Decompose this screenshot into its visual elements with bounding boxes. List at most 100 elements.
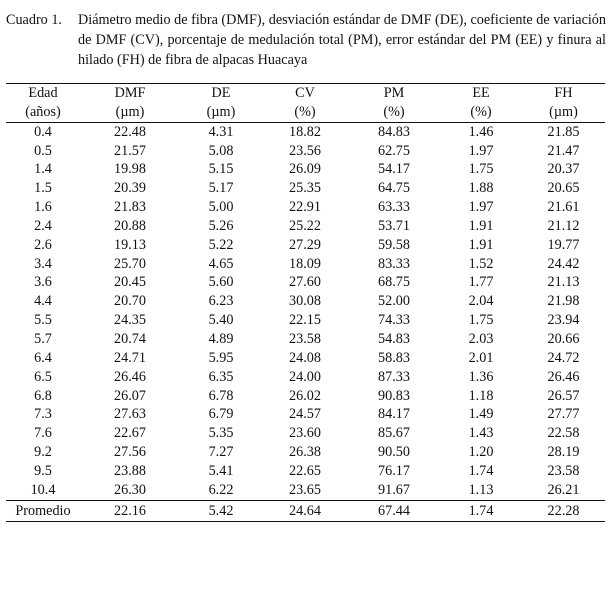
average-cell-ee: 1.74 bbox=[440, 500, 522, 522]
cell-fh: 21.12 bbox=[547, 217, 580, 234]
table-row: 9.5 23.88 5.41 22.65 76.17 1.74 23.58 bbox=[6, 462, 605, 481]
cell-dmf: 20.88 bbox=[114, 217, 146, 234]
cell-cv: 18.82 bbox=[289, 123, 321, 140]
table-caption: Cuadro 1. Diámetro medio de fibra (DMF),… bbox=[6, 10, 606, 70]
table-row: 10.4 26.30 6.22 23.65 91.67 1.13 26.21 bbox=[6, 480, 605, 501]
cell-de: 5.15 bbox=[208, 161, 234, 178]
cell-cv: 23.56 bbox=[289, 142, 321, 159]
cell-fh: 24.42 bbox=[547, 255, 580, 272]
cell-fh: 23.58 bbox=[547, 462, 580, 479]
cell-ee: 1.18 bbox=[468, 387, 494, 404]
cell-dmf: 19.98 bbox=[114, 161, 146, 178]
cell-de: 4.89 bbox=[208, 330, 234, 347]
cell-cv: 30.08 bbox=[289, 293, 321, 310]
column-unit-pm: (%) bbox=[348, 102, 440, 123]
cell-edad: 6.8 bbox=[34, 387, 52, 404]
cell-dmf: 21.83 bbox=[114, 199, 146, 216]
cell-ee: 1.88 bbox=[468, 180, 494, 197]
cell-dmf: 22.48 bbox=[114, 123, 146, 140]
cell-pm: 90.50 bbox=[378, 444, 410, 461]
column-header-dmf: DMF bbox=[80, 82, 180, 103]
cell-de: 6.22 bbox=[180, 480, 262, 501]
cell-ee: 1.52 bbox=[468, 255, 494, 272]
column-header-pm: PM bbox=[348, 82, 440, 103]
cell-de: 7.27 bbox=[208, 444, 234, 461]
cell-cv: 27.29 bbox=[289, 236, 321, 253]
cell-de: 5.60 bbox=[208, 274, 234, 291]
data-table: Edad DMF DE CV PM EE FH (años) (µm) (µm) (%) (%) (%… bbox=[6, 82, 605, 522]
column-header-fh: FH bbox=[522, 82, 605, 103]
cell-de: 5.35 bbox=[208, 425, 234, 442]
cell-cv: 25.35 bbox=[289, 180, 321, 197]
average-cell-pm: 67.44 bbox=[348, 500, 440, 522]
cell-edad: 1.5 bbox=[34, 180, 52, 197]
table-row: 1.6 21.83 5.00 22.91 63.33 1.97 21.61 bbox=[6, 198, 605, 217]
column-unit-ee: (%) bbox=[440, 102, 522, 123]
cell-cv: 18.09 bbox=[289, 255, 321, 272]
cell-pm: 91.67 bbox=[348, 480, 440, 501]
cell-edad: 7.3 bbox=[34, 406, 52, 423]
cell-dmf: 25.70 bbox=[114, 255, 146, 272]
average-row: Promedio 22.16 5.42 24.64 67.44 1.74 22.28 bbox=[6, 500, 605, 522]
caption-text: Diámetro medio de fibra (DMF), desviació… bbox=[78, 12, 606, 68]
column-header-ee: EE bbox=[440, 82, 522, 103]
table-row: 6.8 26.07 6.78 26.02 90.83 1.18 26.57 bbox=[6, 387, 605, 406]
cell-dmf: 26.30 bbox=[80, 480, 180, 501]
cell-edad: 6.4 bbox=[34, 349, 52, 366]
cell-de: 5.95 bbox=[208, 349, 234, 366]
cell-ee: 1.13 bbox=[440, 480, 522, 501]
cell-pm: 84.83 bbox=[378, 123, 410, 140]
cell-dmf: 26.46 bbox=[114, 368, 146, 385]
average-cell-edad: Promedio bbox=[6, 500, 80, 522]
cell-ee: 1.97 bbox=[468, 199, 494, 216]
cell-fh: 22.58 bbox=[547, 425, 580, 442]
cell-dmf: 27.56 bbox=[114, 444, 146, 461]
cell-pm: 52.00 bbox=[378, 293, 410, 310]
cell-edad: 0.4 bbox=[34, 123, 52, 140]
cell-dmf: 20.70 bbox=[114, 293, 146, 310]
cell-dmf: 20.74 bbox=[114, 330, 146, 347]
cell-de: 6.78 bbox=[208, 387, 234, 404]
cell-pm: 76.17 bbox=[378, 462, 410, 479]
cell-edad: 6.5 bbox=[34, 368, 52, 385]
cell-de: 4.65 bbox=[208, 255, 234, 272]
column-unit-fh: (µm) bbox=[522, 102, 605, 123]
cell-fh: 26.46 bbox=[547, 368, 580, 385]
cell-ee: 2.03 bbox=[468, 330, 494, 347]
cell-ee: 1.97 bbox=[468, 142, 494, 159]
table-row: 6.4 24.71 5.95 24.08 58.83 2.01 24.72 bbox=[6, 349, 605, 368]
table-row: 5.5 24.35 5.40 22.15 74.33 1.75 23.94 bbox=[6, 311, 605, 330]
column-unit-cv: (%) bbox=[262, 102, 348, 123]
table-row: 9.2 27.56 7.27 26.38 90.50 1.20 28.19 bbox=[6, 443, 605, 462]
cell-dmf: 24.35 bbox=[114, 312, 146, 329]
cell-fh: 28.19 bbox=[547, 444, 580, 461]
cell-pm: 63.33 bbox=[378, 199, 410, 216]
cell-ee: 1.77 bbox=[468, 274, 494, 291]
cell-fh: 20.66 bbox=[547, 330, 580, 347]
cell-cv: 26.38 bbox=[289, 444, 321, 461]
cell-edad: 3.4 bbox=[34, 255, 52, 272]
table-row: 5.7 20.74 4.89 23.58 54.83 2.03 20.66 bbox=[6, 330, 605, 349]
cell-ee: 1.74 bbox=[468, 462, 494, 479]
cell-fh: 27.77 bbox=[547, 406, 580, 423]
cell-fh: 21.98 bbox=[547, 293, 580, 310]
cell-ee: 2.01 bbox=[468, 349, 494, 366]
cell-cv: 23.58 bbox=[289, 330, 321, 347]
table-header: Edad DMF DE CV PM EE FH (años) (µm) (µm) (%) (%) (%… bbox=[6, 82, 605, 123]
cell-pm: 87.33 bbox=[378, 368, 410, 385]
cell-pm: 54.17 bbox=[378, 161, 410, 178]
cell-edad: 5.5 bbox=[34, 312, 52, 329]
cell-cv: 23.60 bbox=[289, 425, 321, 442]
cell-pm: 85.67 bbox=[378, 425, 410, 442]
table-row: 0.5 21.57 5.08 23.56 62.75 1.97 21.47 bbox=[6, 142, 605, 161]
table-row: 7.6 22.67 5.35 23.60 85.67 1.43 22.58 bbox=[6, 424, 605, 443]
cell-fh: 21.61 bbox=[547, 199, 580, 216]
cell-cv: 27.60 bbox=[289, 274, 321, 291]
cell-pm: 68.75 bbox=[378, 274, 410, 291]
table-row: 4.4 20.70 6.23 30.08 52.00 2.04 21.98 bbox=[6, 292, 605, 311]
table-row: 3.6 20.45 5.60 27.60 68.75 1.77 21.13 bbox=[6, 273, 605, 292]
cell-edad: 9.2 bbox=[34, 444, 52, 461]
cell-de: 5.22 bbox=[208, 236, 234, 253]
cell-de: 6.79 bbox=[208, 406, 234, 423]
cell-fh: 26.21 bbox=[522, 480, 605, 501]
